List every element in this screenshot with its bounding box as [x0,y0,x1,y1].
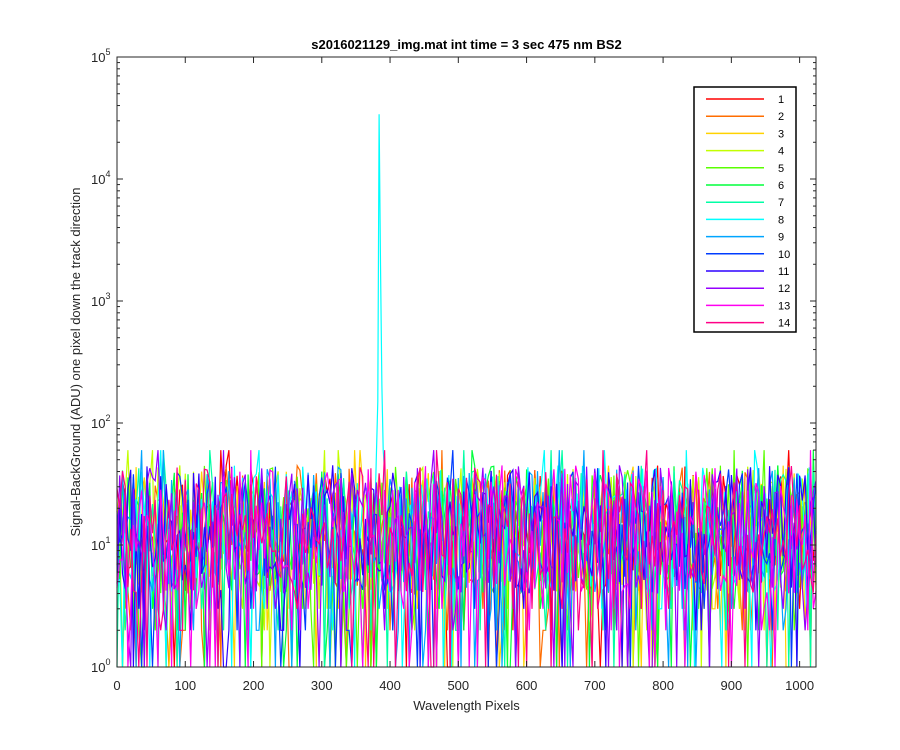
x-tick-label: 900 [721,678,743,693]
y-tick-label: 104 [91,169,110,187]
legend-label-12: 12 [778,283,790,295]
y-tick-label: 102 [91,413,110,431]
plot-lines [116,114,817,668]
y-tick-label: 103 [91,291,110,309]
legend-box [693,86,797,333]
series-line-14 [116,450,817,668]
y-tick-label: 100 [91,657,110,675]
legend-label-3: 3 [778,128,784,140]
legend-label-6: 6 [778,180,784,192]
legend-label-8: 8 [778,214,784,226]
legend-label-5: 5 [778,163,784,175]
legend-label-1: 1 [778,94,784,106]
legend-label-2: 2 [778,111,784,123]
x-tick-label: 600 [516,678,538,693]
y-tick-label: 105 [91,47,110,65]
chart-title: s2016021129_img.mat int time = 3 sec 475… [311,37,621,52]
axes-box [116,56,817,668]
x-tick-label: 500 [447,678,469,693]
x-tick-label: 1000 [785,678,814,693]
x-tick-label: 0 [113,678,120,693]
x-tick-label: 200 [243,678,265,693]
x-tick-label: 300 [311,678,333,693]
legend-label-14: 14 [778,318,790,330]
legend-label-10: 10 [778,249,790,261]
legend-label-9: 9 [778,232,784,244]
legend-label-13: 13 [778,300,790,312]
legend-label-11: 11 [778,266,789,278]
x-axis-label: Wavelength Pixels [413,698,520,713]
x-tick-label: 800 [652,678,674,693]
x-tick-label: 400 [379,678,401,693]
y-axis-label: Signal-BackGround (ADU) one pixel down t… [68,187,83,536]
legend-label-4: 4 [778,146,784,158]
y-tick-label: 101 [91,535,110,553]
legend-label-7: 7 [778,197,784,209]
x-tick-label: 700 [584,678,606,693]
x-tick-label: 100 [174,678,196,693]
